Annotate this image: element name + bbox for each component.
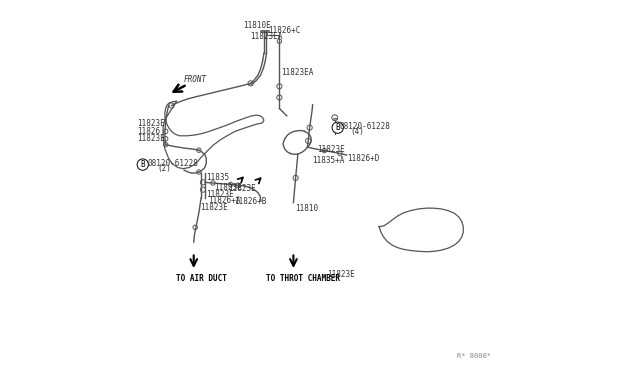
Text: 11823E: 11823E [200,203,228,212]
Text: 11826+A: 11826+A [209,196,241,205]
Text: 11823E: 11823E [228,184,255,193]
Text: (2): (2) [157,164,172,173]
Text: 11823E: 11823E [206,190,234,199]
Text: B: B [335,123,340,132]
Text: 11823EA: 11823EA [250,32,282,41]
Text: 11810E: 11810E [244,20,271,29]
Text: 11826+C: 11826+C [268,26,301,35]
Text: 11810: 11810 [295,204,318,214]
Text: 11826: 11826 [137,127,161,136]
Text: (4): (4) [350,127,364,136]
Text: 11835: 11835 [206,173,229,182]
Text: 11826+D: 11826+D [348,154,380,163]
Text: 11823E: 11823E [328,270,355,279]
Text: TO THROT CHAMBER: TO THROT CHAMBER [266,274,340,283]
Text: 11823E: 11823E [137,134,165,143]
Text: R* 8000*: R* 8000* [456,353,491,359]
Text: 11823E: 11823E [317,145,345,154]
Text: 11826+B: 11826+B [234,197,267,206]
Text: 11823E: 11823E [214,183,241,192]
Text: 11823E: 11823E [137,119,165,128]
Text: FRONT: FRONT [184,75,207,84]
Text: 11823EA: 11823EA [281,68,314,77]
Text: 11835+A: 11835+A [312,156,345,166]
Text: 08120-61228: 08120-61228 [147,158,198,168]
Text: 08120-61228: 08120-61228 [340,122,391,131]
Text: TO AIR DUCT: TO AIR DUCT [176,274,227,283]
Text: B: B [140,160,145,169]
